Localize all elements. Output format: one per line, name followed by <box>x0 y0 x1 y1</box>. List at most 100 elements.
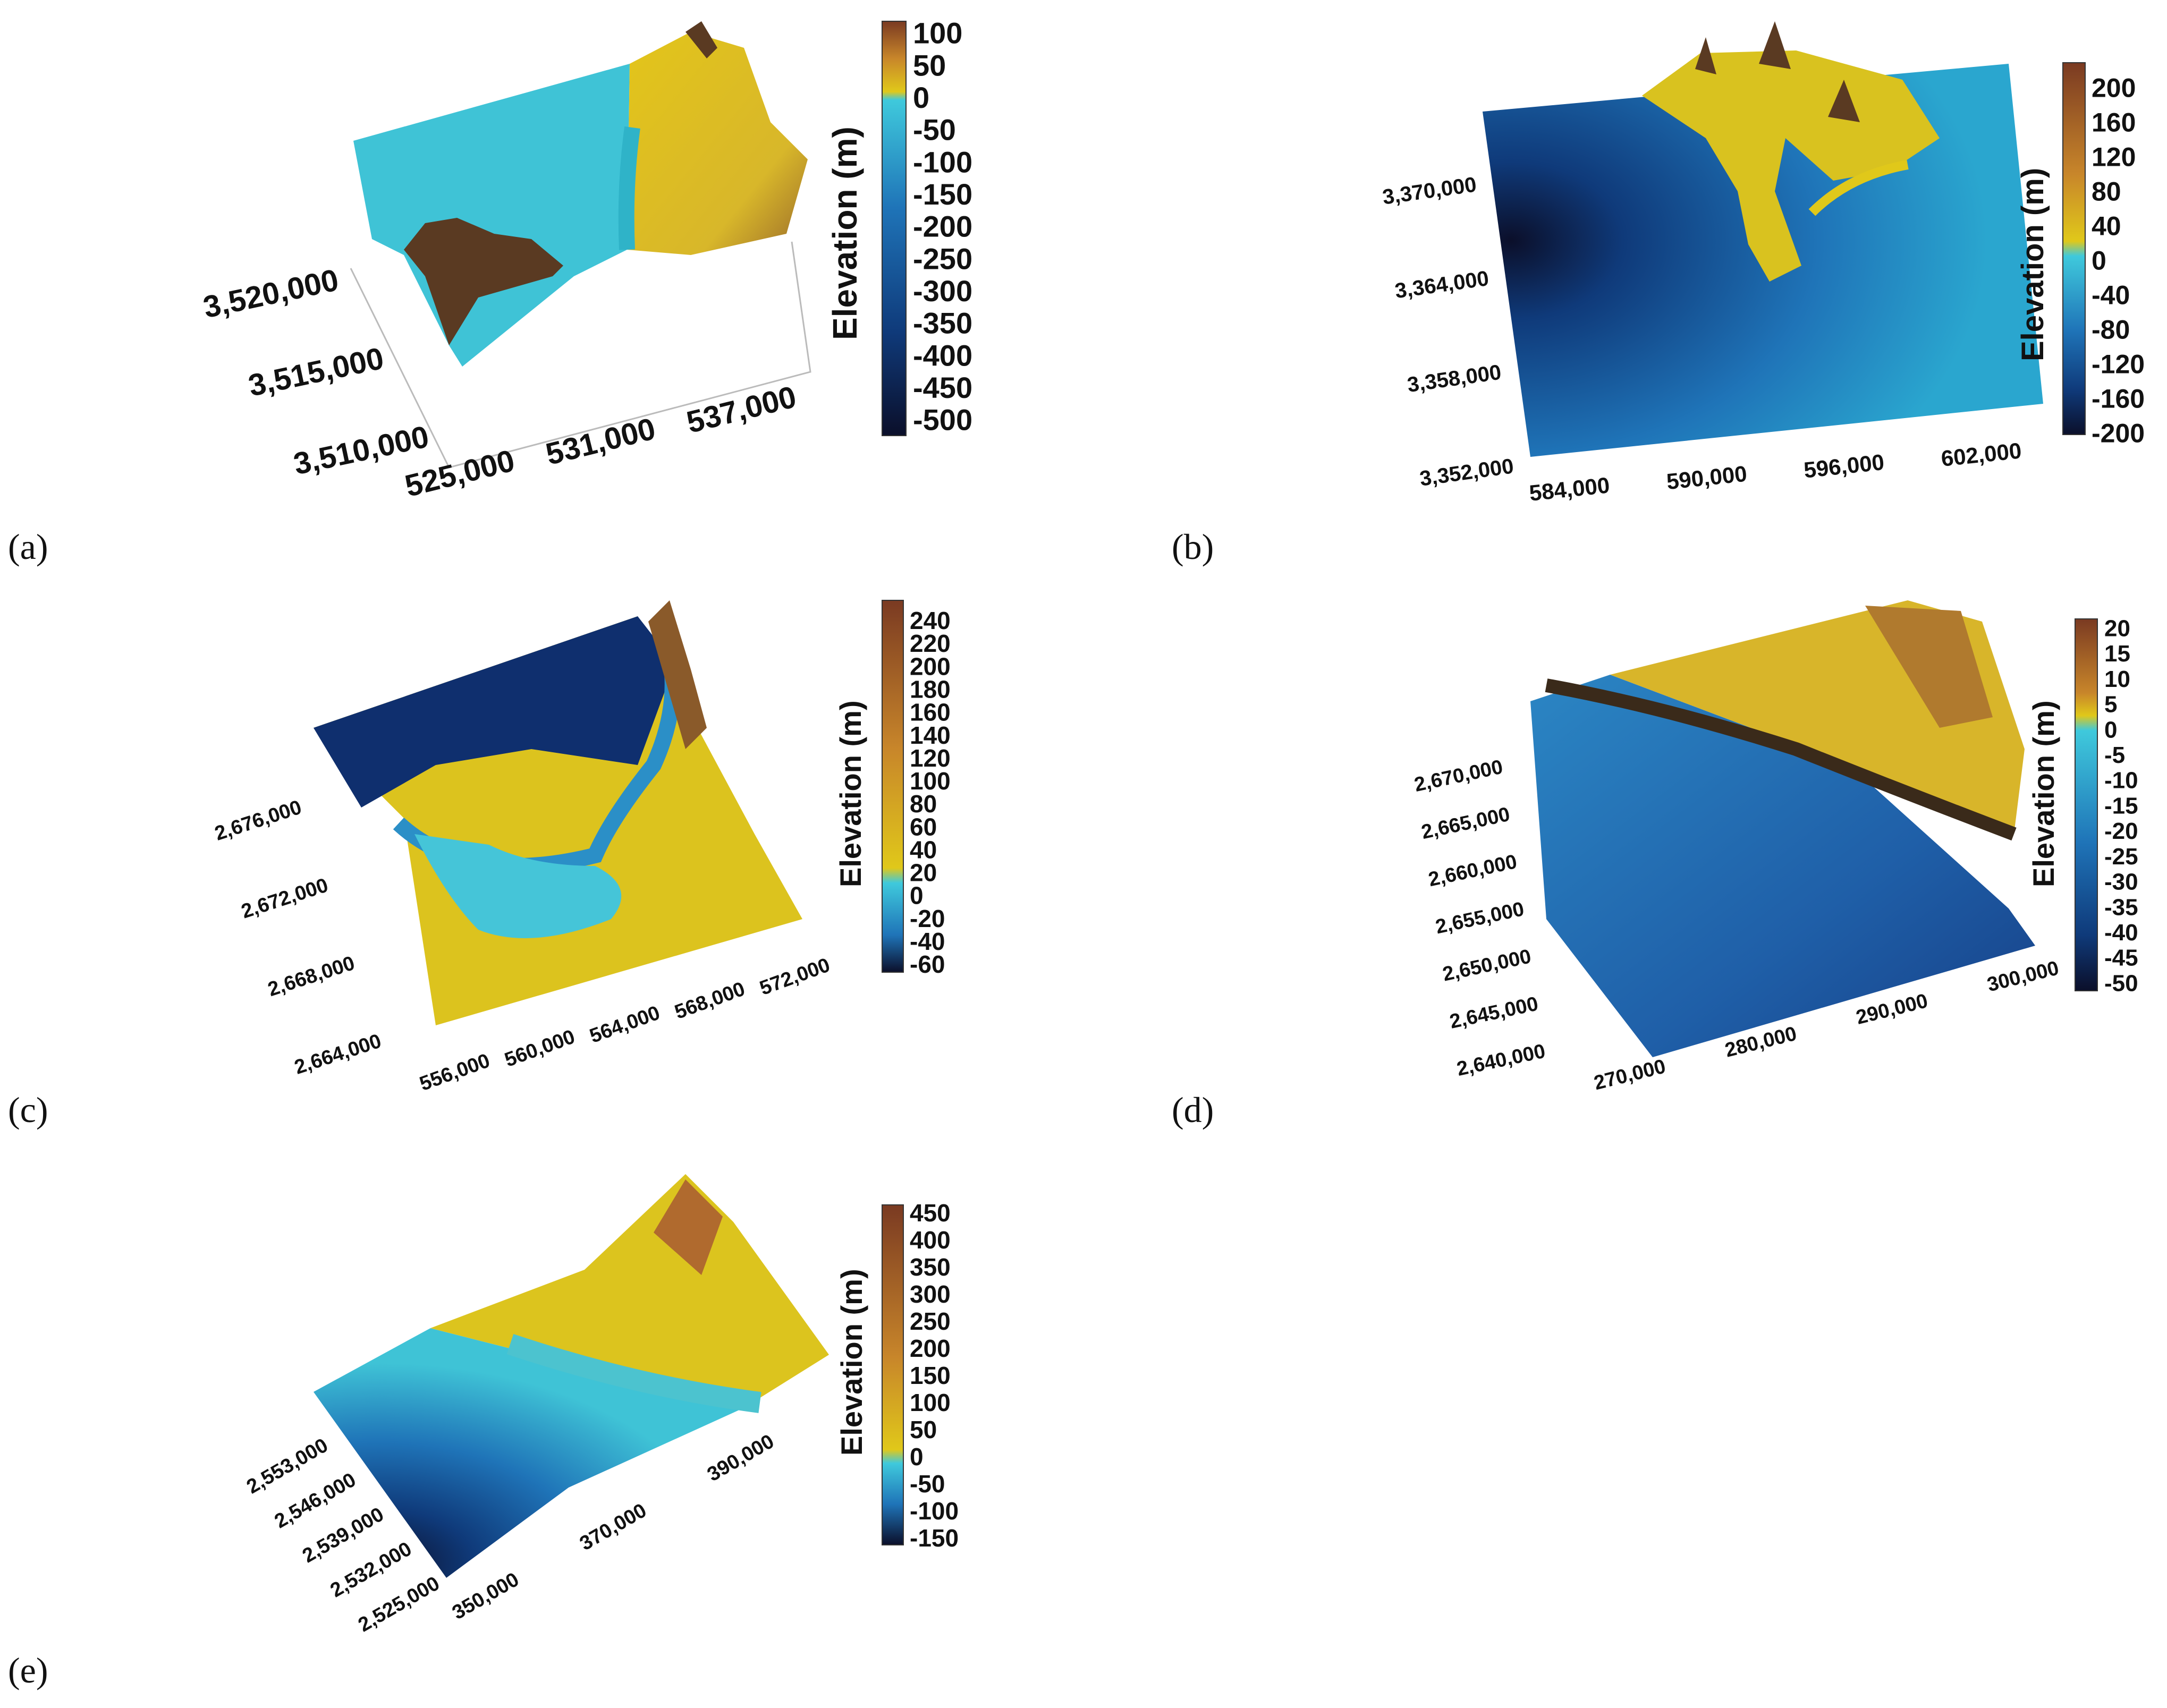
panel-d-colorbar-title: Elevation (m) <box>2027 700 2060 887</box>
colorbar-tick-label: 180 <box>910 676 951 703</box>
colorbar-tick-label: -20 <box>910 905 945 932</box>
panel-b-colorbar <box>2062 62 2086 435</box>
panel-e-colorbar-title: Elevation (m) <box>835 1269 868 1456</box>
panel-b-colorbar-ticks: 200 160 120 80 40 0 -40 -80 -120 -160 -200 <box>2092 73 2145 448</box>
colorbar-tick-label: 100 <box>913 16 962 50</box>
panel-d-upland <box>1865 606 1993 728</box>
colorbar-tick-label: -50 <box>913 113 956 147</box>
panel-a-colorbar-title: Elevation (m) <box>826 126 864 340</box>
panel-b-label: (b) <box>1172 526 1214 567</box>
panel-c-lagoon <box>414 834 622 938</box>
colorbar-tick-label: 0 <box>2104 717 2117 743</box>
panel-c: Elevation (m) 240 220 200 180 160 140 120 100 80… <box>0 590 1063 1153</box>
colorbar-tick-label: -40 <box>2104 920 2138 946</box>
panel-b: Elevation (m) 200 160 120 80 40 0 -40 -80 -120 -1… <box>1079 0 2167 574</box>
colorbar-tick-label: -80 <box>2092 315 2130 345</box>
y-tick-label: 2,645,000 <box>1448 993 1540 1033</box>
panel-a-ridge <box>404 218 563 345</box>
colorbar-tick-label: -160 <box>2092 384 2145 414</box>
y-tick-label: 3,352,000 <box>1418 454 1515 490</box>
colorbar-tick-label: -250 <box>913 242 972 275</box>
colorbar-tick-label: -60 <box>910 950 945 978</box>
x-tick-label: 596,000 <box>1802 449 1885 483</box>
x-tick-label: 300,000 <box>1985 957 2061 996</box>
y-tick-label: 2,640,000 <box>1455 1040 1547 1081</box>
x-tick-label: 270,000 <box>1592 1055 1667 1094</box>
y-tick-label: 3,364,000 <box>1393 267 1490 303</box>
panel-e-lagoon <box>506 1334 761 1413</box>
colorbar-tick-label: -400 <box>913 338 972 372</box>
x-tick-label: 290,000 <box>1854 990 1930 1029</box>
colorbar-tick-label: 240 <box>910 607 951 634</box>
panel-d: Elevation (m) 20 15 10 5 0 -5 -10 -15 -20 -25 -30-… <box>1079 590 2167 1153</box>
panel-d-graphic: Elevation (m) 20151050-5-10-15-20-25-30-… <box>1412 600 2138 1094</box>
y-tick-label: 3,520,000 <box>200 262 342 325</box>
colorbar-tick-label: -350 <box>913 307 972 340</box>
x-tick-label: 370,000 <box>576 1499 650 1555</box>
colorbar-tick-label: -25 <box>2104 844 2138 870</box>
panel-b-sandspit <box>1808 160 1909 216</box>
panel-c-label: (c) <box>8 1090 48 1130</box>
panel-a-coastline <box>618 126 640 250</box>
panel-a-land-surface <box>627 32 808 255</box>
y-tick-label: 2,650,000 <box>1441 945 1533 985</box>
panel-c-y-ticks: 2,676,000 2,672,000 2,668,000 2,664,000 <box>212 796 384 1079</box>
colorbar-tick-label: -150 <box>913 177 972 211</box>
colorbar-tick-label: 150 <box>910 1362 951 1389</box>
colorbar-tick-label: -100 <box>910 1497 959 1525</box>
panel-a-graphic: Elevation (m) 100500-50-100-150-200-250-… <box>200 16 972 504</box>
y-tick-label: 2,655,000 <box>1434 898 1526 938</box>
colorbar-tick-label: 400 <box>910 1226 951 1254</box>
colorbar-tick-label: -100 <box>913 145 972 179</box>
panel-b-colorbar-title: Elevation (m) <box>2016 168 2050 361</box>
colorbar-tick-label: -50 <box>910 1470 945 1498</box>
x-tick-label: 350,000 <box>448 1568 523 1624</box>
colorbar-tick-label: 160 <box>2092 108 2136 138</box>
colorbar-tick-label: 140 <box>910 721 951 749</box>
panel-e-colorbar <box>882 1204 904 1545</box>
x-tick-label: 564,000 <box>587 1001 663 1047</box>
x-tick-label: 568,000 <box>672 978 748 1023</box>
y-tick-label: 3,515,000 <box>246 341 387 403</box>
colorbar-tick-label: 10 <box>2104 666 2130 692</box>
colorbar-tick-label: -300 <box>913 274 972 308</box>
colorbar-tick-label: -45 <box>2104 945 2138 971</box>
panel-c-deep-basin <box>314 616 675 808</box>
colorbar-tick-label: 15 <box>2104 641 2130 667</box>
colorbar-tick-label: -120 <box>2092 350 2145 379</box>
x-tick-label: 531,000 <box>543 411 659 472</box>
panel-e-graphic: Elevation (m) 45040035030025020015010050… <box>243 1174 959 1636</box>
colorbar-tick-label: 160 <box>910 699 951 726</box>
colorbar-tick-label: -500 <box>913 403 972 437</box>
panel-a-water-surface <box>353 64 630 367</box>
panel-a-peak <box>685 21 717 58</box>
y-tick-label: 2,676,000 <box>212 796 304 845</box>
y-tick-label: 2,664,000 <box>292 1030 384 1079</box>
colorbar-tick-label: -35 <box>2104 894 2138 920</box>
colorbar-tick-label: 80 <box>2092 177 2121 207</box>
x-tick-label: 537,000 <box>683 379 800 440</box>
panel-a-axis-box <box>350 241 811 469</box>
x-tick-label: 572,000 <box>757 954 833 999</box>
colorbar-tick-label: 200 <box>910 652 951 680</box>
panel-a-label: (a) <box>8 526 48 567</box>
x-tick-label: 602,000 <box>1940 438 2023 471</box>
panel-c-graphic: Elevation (m) 24022020018016014012010080… <box>212 600 951 1095</box>
y-tick-label: 2,665,000 <box>1419 803 1512 844</box>
y-tick-label: 2,660,000 <box>1426 851 1519 891</box>
colorbar-tick-label: 100 <box>910 1389 951 1416</box>
panel-a-colorbar-ticks: 100500-50-100-150-200-250-300-350-400-45… <box>913 16 972 437</box>
colorbar-tick-label: 20 <box>2104 615 2130 641</box>
x-tick-label: 560,000 <box>502 1025 578 1071</box>
panel-b-land-surface <box>1642 50 1940 282</box>
colorbar-tick-label: 0 <box>913 81 929 114</box>
panel-b-graphic: Elevation (m) 200 160 120 80 40 0 -40 -80 -120 -1… <box>1381 21 2145 506</box>
panel-a-colorbar <box>882 21 907 436</box>
y-tick-label: 3,358,000 <box>1406 361 1503 397</box>
panel-d-sea-surface <box>1530 675 2035 1057</box>
colorbar-tick-label: 100 <box>910 767 951 795</box>
colorbar-tick-label: 200 <box>910 1335 951 1362</box>
colorbar-tick-label: -30 <box>2104 869 2138 895</box>
